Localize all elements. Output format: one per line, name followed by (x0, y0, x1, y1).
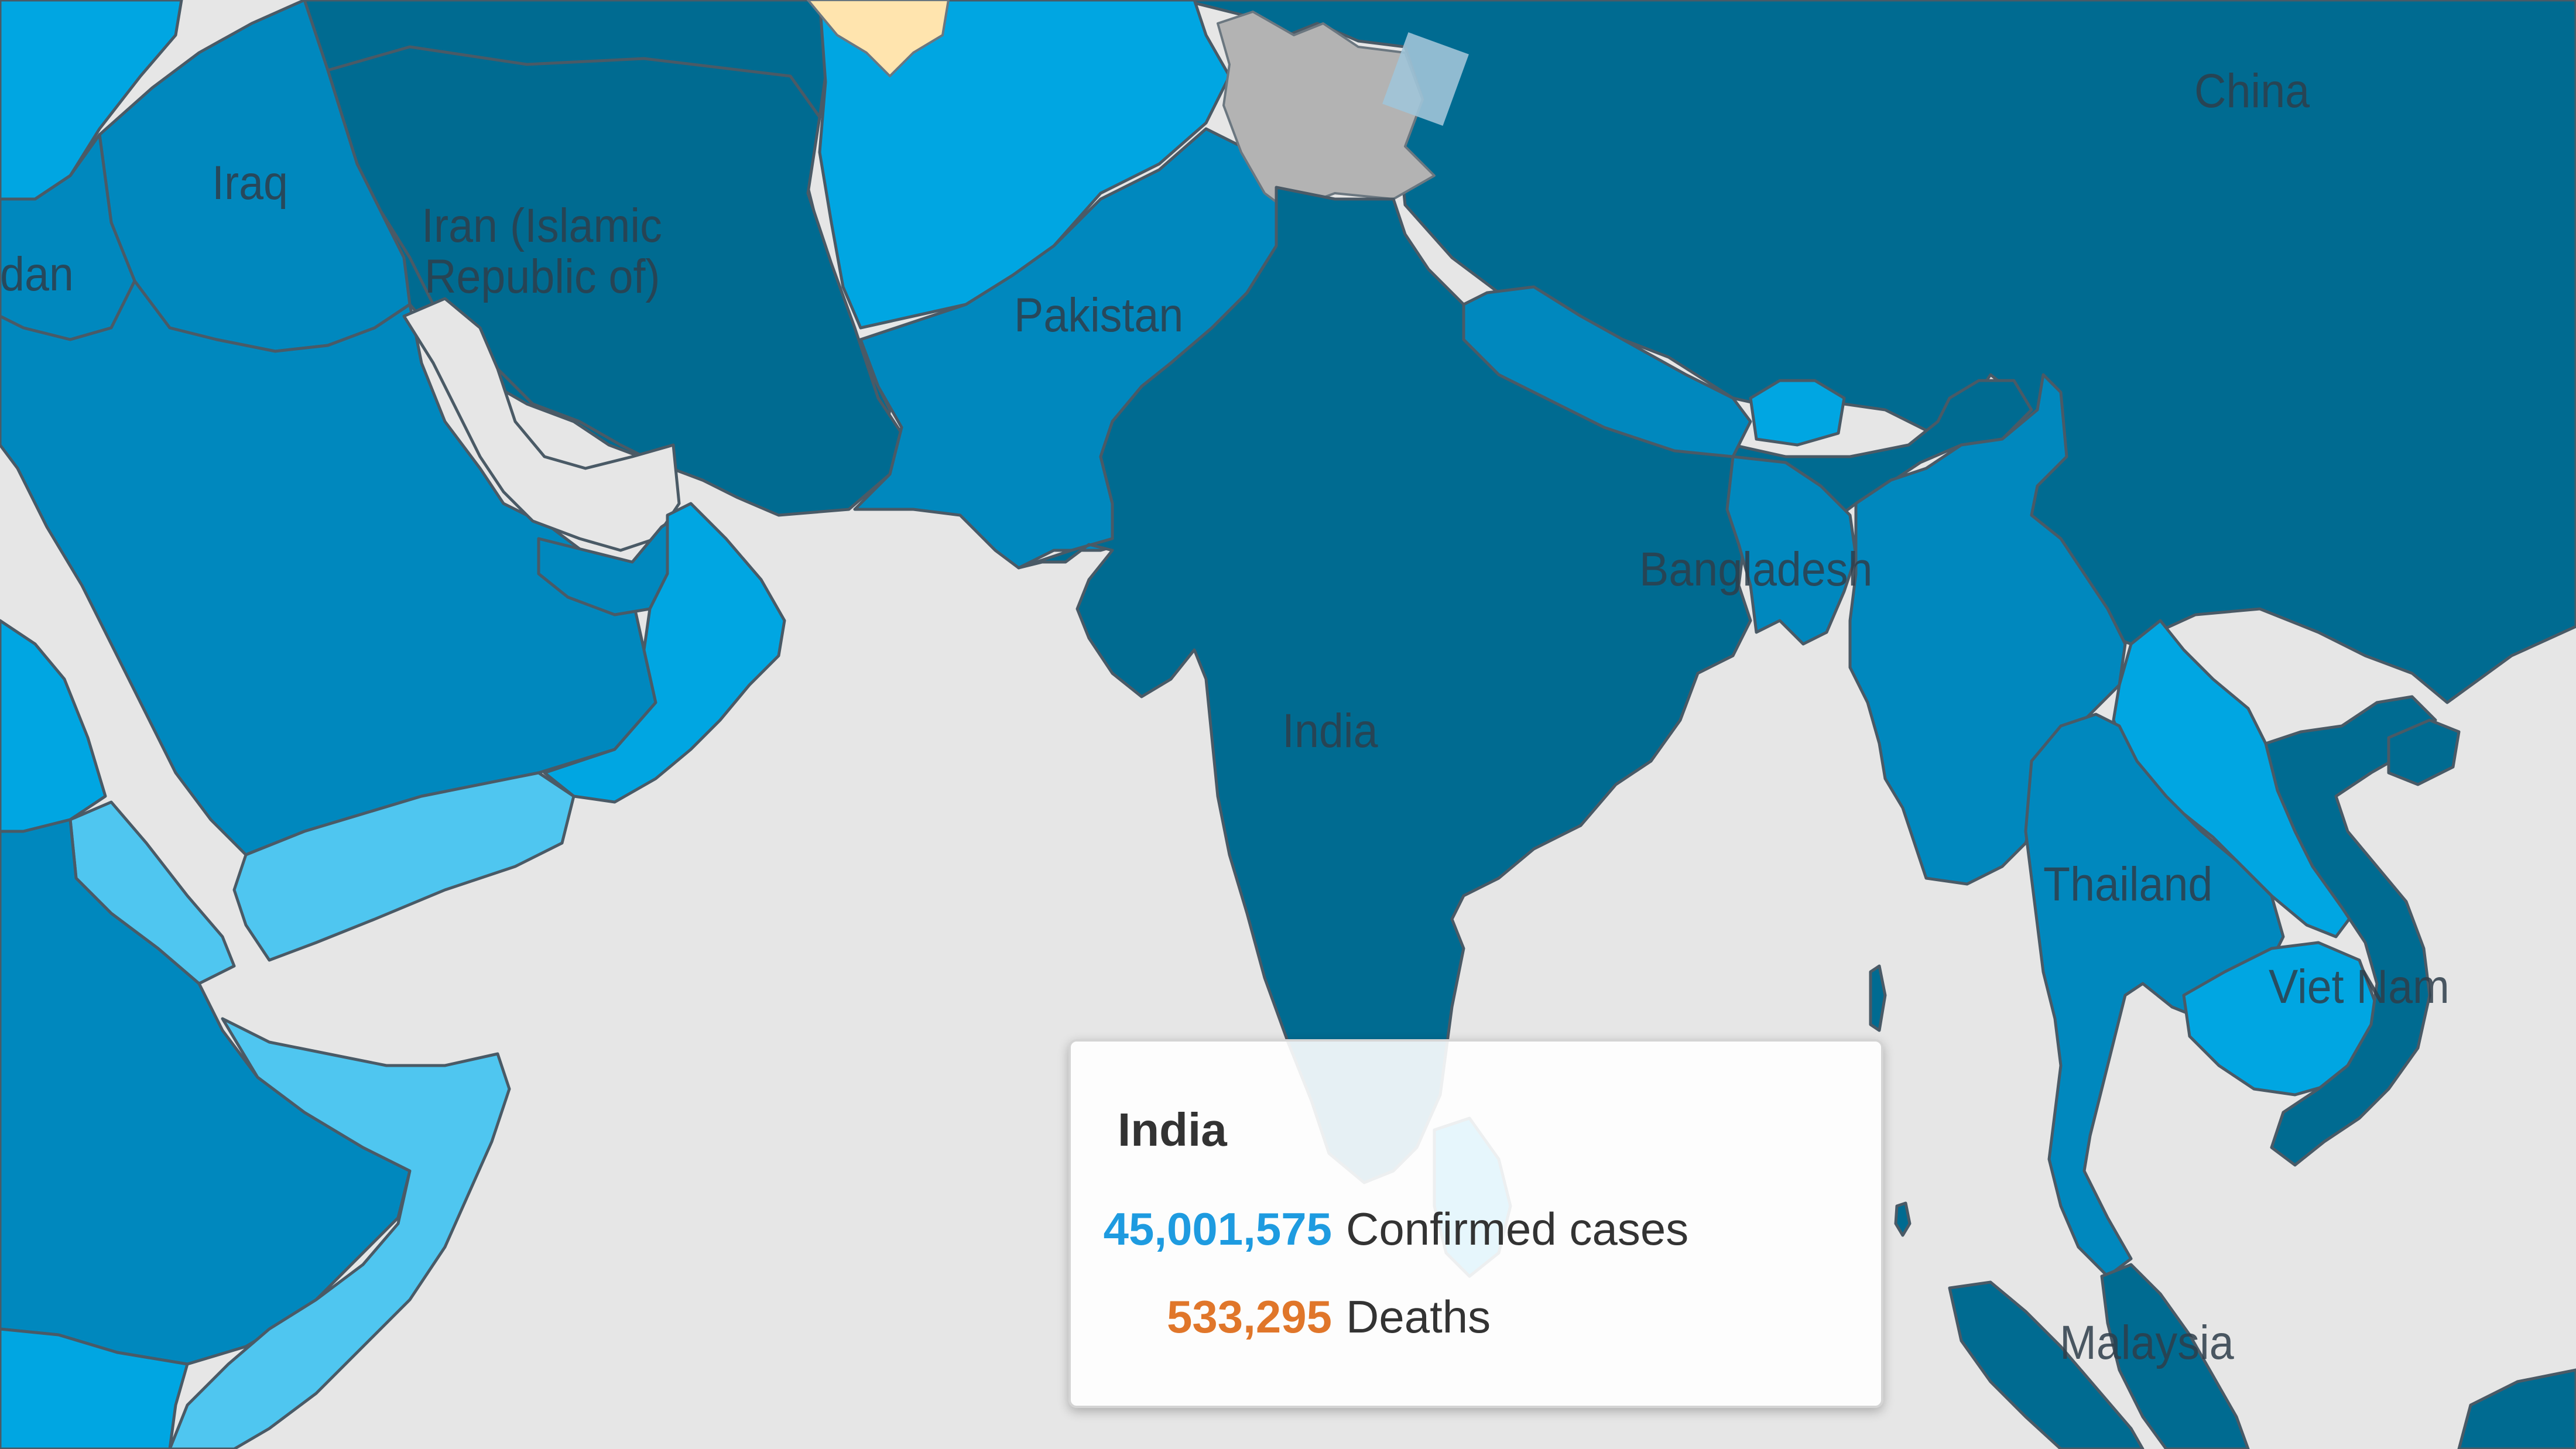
label-india: India (1282, 704, 1378, 758)
label-vietnam: Viet Nam (2269, 960, 2450, 1013)
country-vietnam[interactable] (2264, 695, 2437, 1167)
country-india[interactable] (1017, 186, 2033, 1184)
country-thailand[interactable] (2024, 712, 2285, 1278)
islands-andaman (1869, 964, 1887, 1032)
island-hainan[interactable] (2387, 718, 2461, 786)
deaths-value: 533,295 (1167, 1291, 1332, 1342)
country-indonesia-east[interactable] (2457, 1368, 2576, 1449)
label-iran-line1: Iran (Islamic (422, 199, 662, 252)
country-yemen[interactable] (232, 771, 576, 962)
label-iraq: Iraq (212, 156, 289, 210)
country-bhutan[interactable] (1749, 379, 1846, 447)
label-china: China (2194, 64, 2310, 118)
label-bangladesh: Bangladesh (1639, 543, 1873, 596)
label-thailand: Thailand (2043, 858, 2213, 911)
country-kenya[interactable] (0, 1327, 189, 1449)
region-kashmir[interactable] (1217, 11, 1436, 212)
country-tooltip: India 45,001,575 Confirmed cases 533,295… (1068, 1039, 1883, 1408)
confirmed-cases-value: 45,001,575 (1103, 1203, 1332, 1255)
confirmed-cases-label: Confirmed cases (1346, 1203, 1689, 1255)
country-gulf-small[interactable] (402, 297, 681, 552)
label-sudan-partial: dan (0, 248, 74, 301)
label-iran-line2: Republic of) (424, 250, 660, 303)
country-oman[interactable] (543, 502, 786, 804)
region-aksai-chin (1382, 32, 1469, 126)
label-malaysia: Malaysia (2060, 1316, 2234, 1369)
country-indonesia-sumatra[interactable] (1948, 1280, 2145, 1449)
country-myanmar[interactable] (1848, 373, 2127, 886)
country-somalia[interactable] (168, 1017, 511, 1449)
islands-nicobar (1894, 1201, 1912, 1237)
tooltip-country-name: India (1118, 1104, 1227, 1156)
country-malaysia[interactable] (2100, 1263, 2250, 1449)
region-highlight[interactable] (807, 0, 950, 77)
label-pakistan: Pakistan (1014, 289, 1184, 342)
country-bangladesh[interactable] (1725, 455, 1858, 646)
deaths-label: Deaths (1346, 1291, 1491, 1342)
